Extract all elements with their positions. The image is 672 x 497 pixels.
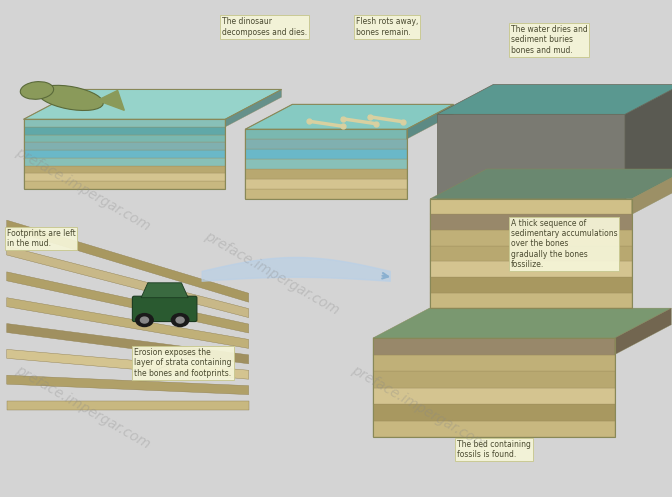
Text: Footprints are left
in the mud.: Footprints are left in the mud. — [7, 229, 75, 248]
Polygon shape — [141, 283, 188, 298]
Polygon shape — [430, 277, 632, 293]
Polygon shape — [7, 220, 249, 302]
Polygon shape — [24, 181, 225, 189]
Polygon shape — [245, 139, 407, 149]
Polygon shape — [24, 127, 225, 135]
Ellipse shape — [20, 82, 54, 99]
Polygon shape — [24, 119, 225, 127]
Polygon shape — [615, 308, 671, 354]
Polygon shape — [430, 169, 672, 199]
FancyBboxPatch shape — [132, 296, 197, 322]
Text: The bed containing
fossils is found.: The bed containing fossils is found. — [457, 440, 531, 459]
Polygon shape — [24, 150, 225, 158]
Polygon shape — [430, 261, 632, 277]
Polygon shape — [373, 338, 615, 354]
Polygon shape — [24, 89, 282, 119]
Text: preface.impergar.com: preface.impergar.com — [13, 363, 153, 452]
Text: A thick sequence of
sedimentary accumulations
over the bones
gradually the bones: A thick sequence of sedimentary accumula… — [511, 219, 618, 269]
Polygon shape — [24, 135, 225, 143]
Polygon shape — [373, 421, 615, 437]
Circle shape — [136, 314, 153, 327]
Polygon shape — [373, 371, 615, 388]
Polygon shape — [373, 354, 615, 371]
Polygon shape — [7, 349, 249, 379]
Text: The water dries and
sediment buries
bones and mud.: The water dries and sediment buries bone… — [511, 25, 587, 55]
Circle shape — [171, 314, 189, 327]
Polygon shape — [632, 169, 672, 214]
Polygon shape — [437, 84, 672, 114]
Ellipse shape — [38, 85, 103, 110]
Polygon shape — [97, 90, 124, 110]
Polygon shape — [24, 173, 225, 181]
Text: Flesh rots away,
bones remain.: Flesh rots away, bones remain. — [356, 17, 419, 37]
Polygon shape — [430, 199, 632, 214]
Polygon shape — [373, 388, 615, 404]
Polygon shape — [225, 89, 282, 127]
Text: The dinosaur
decomposes and dies.: The dinosaur decomposes and dies. — [222, 17, 307, 37]
Polygon shape — [373, 308, 671, 338]
Polygon shape — [245, 189, 407, 199]
Polygon shape — [24, 158, 225, 166]
Polygon shape — [245, 169, 407, 179]
Polygon shape — [7, 324, 249, 364]
Circle shape — [140, 317, 149, 323]
Polygon shape — [430, 214, 632, 230]
Polygon shape — [7, 401, 249, 410]
Polygon shape — [373, 404, 615, 421]
Polygon shape — [7, 246, 249, 318]
Polygon shape — [407, 104, 454, 139]
Polygon shape — [24, 166, 225, 173]
Polygon shape — [437, 114, 625, 199]
Polygon shape — [7, 375, 249, 395]
Text: preface.impergar.com: preface.impergar.com — [202, 229, 341, 318]
Text: preface.impergar.com: preface.impergar.com — [349, 363, 489, 452]
Text: Erosion exposes the
layer of strata containing
the bones and footprints.: Erosion exposes the layer of strata cont… — [134, 348, 232, 378]
Polygon shape — [7, 298, 249, 348]
Polygon shape — [245, 179, 407, 189]
Polygon shape — [245, 149, 407, 159]
Polygon shape — [245, 129, 407, 139]
Polygon shape — [7, 272, 249, 333]
Polygon shape — [245, 159, 407, 169]
Polygon shape — [245, 104, 454, 129]
Circle shape — [176, 317, 184, 323]
Polygon shape — [430, 293, 632, 308]
Text: preface.impergar.com: preface.impergar.com — [13, 145, 153, 233]
Polygon shape — [430, 230, 632, 246]
Polygon shape — [430, 246, 632, 261]
Polygon shape — [625, 84, 672, 199]
Polygon shape — [24, 143, 225, 150]
